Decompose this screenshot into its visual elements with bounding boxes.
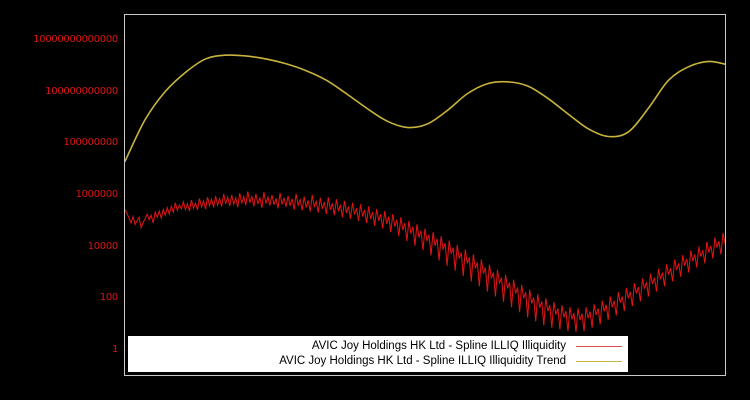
series-canvas (125, 54, 725, 333)
y-axis-tick-label: 1000000 (75, 189, 119, 200)
plot-area (124, 14, 726, 376)
series-line-illiquidity (125, 191, 725, 333)
legend-entry-trend: AVIC Joy Holdings HK Ltd - Spline ILLIQ … (134, 354, 622, 369)
legend-label-illiquidity: AVIC Joy Holdings HK Ltd - Spline ILLIQ … (311, 340, 566, 352)
legend-swatch-trend (576, 361, 622, 362)
legend-swatch-illiquidity (576, 346, 622, 347)
y-axis-tick-label: 100 (99, 292, 118, 304)
y-axis-tick-label: 1 (111, 344, 118, 356)
series-line-trend (125, 54, 725, 163)
chart-legend: AVIC Joy Holdings HK Ltd - Spline ILLIQ … (128, 336, 628, 372)
y-axis-tick-label: 10000000000000 (33, 33, 118, 45)
legend-entry-illiquidity: AVIC Joy Holdings HK Ltd - Spline ILLIQ … (134, 339, 622, 354)
y-axis-tick-label: 100000000000 (45, 85, 118, 97)
y-axis-tick-label: 100000000 (63, 137, 118, 149)
legend-label-trend: AVIC Joy Holdings HK Ltd - Spline ILLIQ … (279, 355, 566, 367)
y-axis-tick-label: 10000 (87, 240, 119, 252)
